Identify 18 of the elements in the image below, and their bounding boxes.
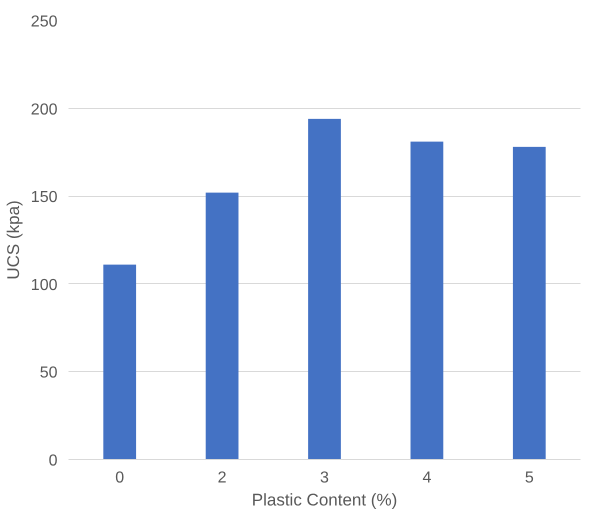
x-tick-label: 3 (320, 470, 330, 486)
bar (308, 118, 341, 460)
bar (206, 192, 238, 460)
y-tick-label: 150 (30, 189, 58, 206)
x-tick-label: 2 (218, 470, 227, 486)
y-tick-label: 250 (30, 14, 58, 30)
x-tick-label: 4 (422, 470, 432, 486)
y-tick-label: 200 (30, 101, 58, 118)
x-tick-label: 5 (524, 470, 534, 486)
bar (512, 146, 546, 460)
y-tick-label: 50 (40, 364, 58, 382)
x-tick-label: 0 (115, 470, 124, 486)
bar (103, 264, 136, 460)
x-axis-title: Plastic Content (%) (252, 490, 398, 510)
bar (410, 142, 444, 460)
y-tick-label: 0 (48, 452, 58, 470)
y-axis-title: UCS (kpa) (4, 200, 23, 280)
y-tick-label: 100 (30, 276, 58, 294)
